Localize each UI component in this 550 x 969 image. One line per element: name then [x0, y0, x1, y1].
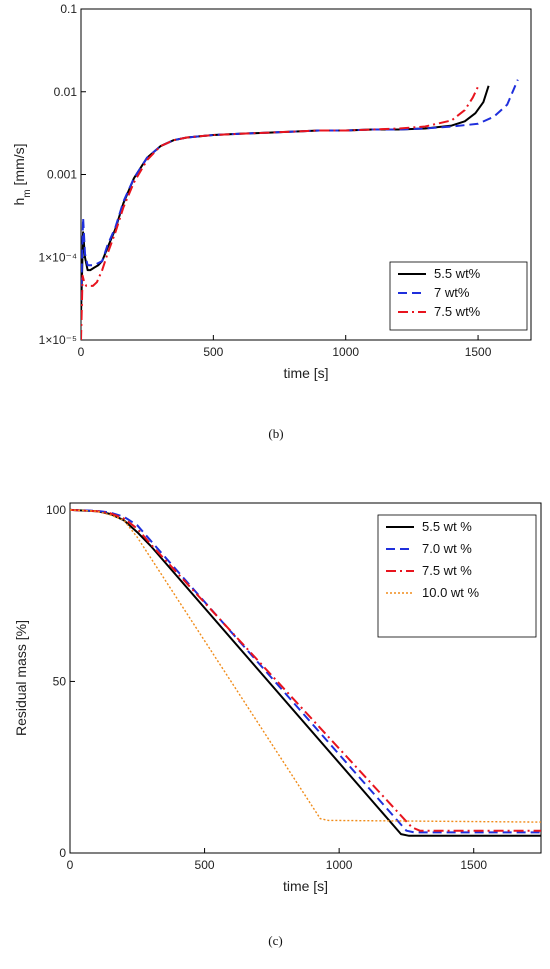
- panel-caption: (b): [268, 426, 283, 441]
- y-axis-label: Residual mass [%]: [13, 620, 29, 736]
- x-tick-label: 1500: [460, 858, 487, 872]
- x-tick-label: 0: [78, 345, 85, 359]
- y-tick-label: 0.01: [54, 85, 78, 99]
- y-tick-label: 0.1: [60, 2, 77, 16]
- legend-entry-label: 7.0 wt %: [422, 541, 472, 556]
- x-axis-label: time [s]: [283, 878, 328, 894]
- x-axis-label: time [s]: [283, 365, 328, 381]
- y-tick-label: 50: [53, 674, 67, 688]
- y-axis-label-sub: m: [22, 189, 33, 197]
- legend-entry-label: 5.5 wt%: [434, 266, 481, 281]
- series-line: [81, 83, 481, 340]
- plot-frame: [69, 502, 542, 854]
- legend-entry-label: 7.5 wt%: [434, 304, 481, 319]
- y-axis-label-main: h: [11, 198, 27, 206]
- x-tick-label: 1000: [326, 858, 353, 872]
- series-line: [70, 508, 541, 834]
- chart-panel-c: 0 500 1000 1500 0 50 100 time [s] Residual mass …: [13, 502, 542, 948]
- x-tick-label: 500: [203, 345, 223, 359]
- chart-panel-b: 0 500 1000 1500 1×10⁻⁵ 1×10⁻⁴ 0.001 0.01 0.1 time…: [11, 2, 532, 441]
- panel-caption: (c): [268, 933, 282, 948]
- legend-entry-label: 7 wt%: [434, 285, 470, 300]
- y-tick-label: 1×10⁻⁴: [38, 250, 77, 264]
- y-tick-label: 0.001: [47, 168, 77, 182]
- legend-entry-label: 5.5 wt %: [422, 519, 472, 534]
- legend-entry-label: 7.5 wt %: [422, 563, 472, 578]
- x-tick-label: 1500: [465, 345, 492, 359]
- series-line: [70, 508, 541, 832]
- y-tick-label: 1×10⁻⁵: [39, 333, 77, 347]
- x-tick-label: 0: [67, 858, 74, 872]
- y-tick-label: 0: [59, 846, 66, 860]
- series-line: [70, 509, 541, 823]
- x-tick-label: 1000: [332, 345, 359, 359]
- x-tick-label: 500: [195, 858, 215, 872]
- legend-box: [377, 514, 537, 638]
- y-axis-label: hm [mm/s]: [11, 143, 33, 205]
- legend-entry-label: 10.0 wt %: [422, 585, 480, 600]
- y-axis-label-unit: [mm/s]: [11, 143, 27, 189]
- y-tick-label: 100: [46, 503, 66, 517]
